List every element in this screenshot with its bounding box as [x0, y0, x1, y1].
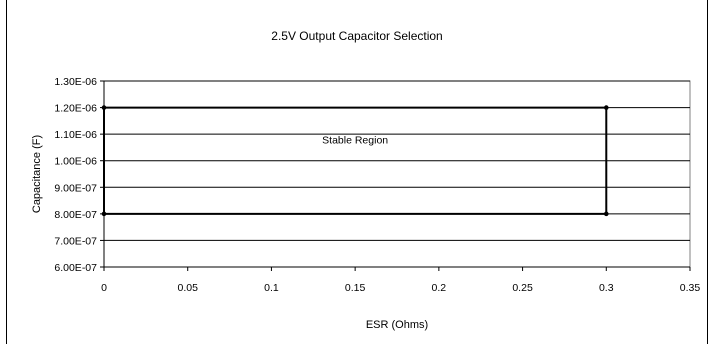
- x-tick-label: 0.2: [432, 282, 447, 294]
- x-tick-label: 0.3: [599, 282, 614, 294]
- x-tick-label: 0: [101, 282, 107, 294]
- x-tick-label: 0.35: [680, 282, 701, 294]
- chart-frame: [6, 0, 708, 344]
- y-tick-label: 1.00E-06: [54, 156, 97, 168]
- y-tick-label: 6.00E-07: [54, 262, 97, 274]
- annotation-stable-region: Stable Region: [322, 134, 388, 146]
- data-point: [101, 211, 107, 217]
- y-tick-label: 1.30E-06: [54, 76, 97, 88]
- x-axis-label: ESR (Ohms): [366, 319, 428, 331]
- y-axis-label: Capacitance (F): [31, 135, 43, 213]
- x-tick-label: 0.1: [264, 282, 279, 294]
- y-tick-label: 7.00E-07: [54, 235, 97, 247]
- y-tick-label: 1.10E-06: [54, 129, 97, 141]
- y-tick-label: 1.20E-06: [54, 103, 97, 115]
- data-point: [603, 211, 609, 217]
- y-tick-label: 9.00E-07: [54, 182, 97, 194]
- data-point: [603, 105, 609, 110]
- x-tick-label: 0.15: [345, 282, 366, 294]
- plot-area: [103, 80, 691, 268]
- chart-title: 2.5V Output Capacitor Selection: [271, 29, 442, 43]
- y-tick-label: 8.00E-07: [54, 209, 97, 221]
- x-tick-label: 0.05: [177, 282, 198, 294]
- data-point: [101, 105, 107, 110]
- x-tick-label: 0.25: [512, 282, 533, 294]
